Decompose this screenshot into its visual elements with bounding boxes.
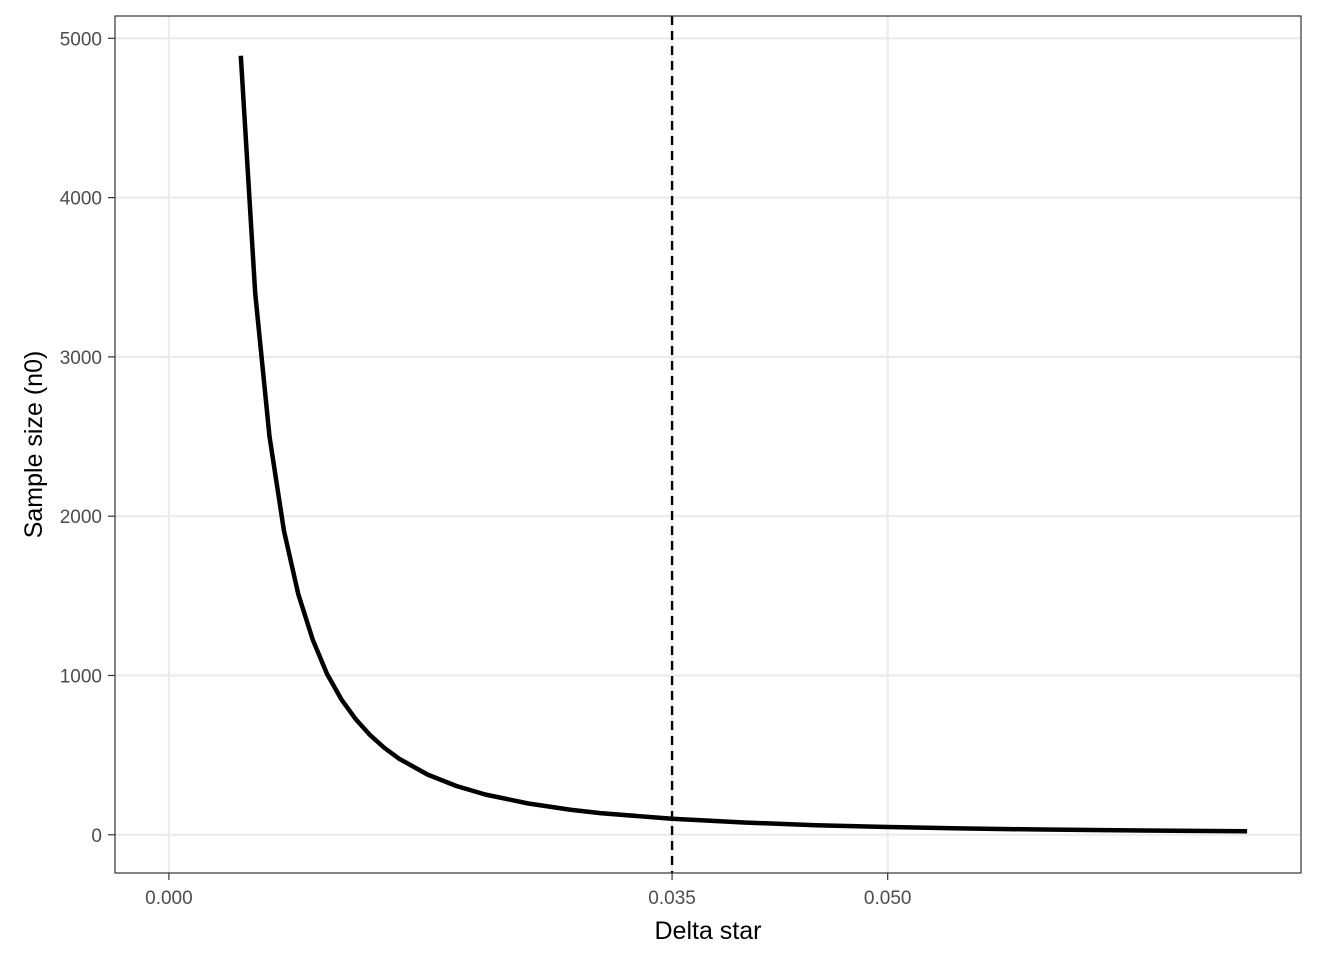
- panel-border: [114, 15, 1302, 874]
- series-layer: [238, 55, 1248, 834]
- y-tick-label: 1000: [60, 666, 102, 687]
- y-tick-label: 0: [91, 826, 102, 847]
- x-axis-title: Delta star: [655, 917, 762, 945]
- y-tick-label: 2000: [60, 507, 102, 528]
- y-tick-label: 5000: [60, 29, 102, 50]
- x-tick-label: 0.035: [648, 888, 696, 909]
- series-line: [238, 55, 1248, 834]
- y-tick-label: 3000: [60, 348, 102, 369]
- x-tick-label: 0.000: [145, 888, 193, 909]
- y-axis-title: Sample size (n0): [20, 351, 48, 539]
- y-tick-label: 4000: [60, 189, 102, 210]
- tick-layer: 0 1000 2000 3000 4000 5000 0.000 0.035 0.050: [60, 29, 912, 909]
- x-tick-label: 0.050: [864, 888, 912, 909]
